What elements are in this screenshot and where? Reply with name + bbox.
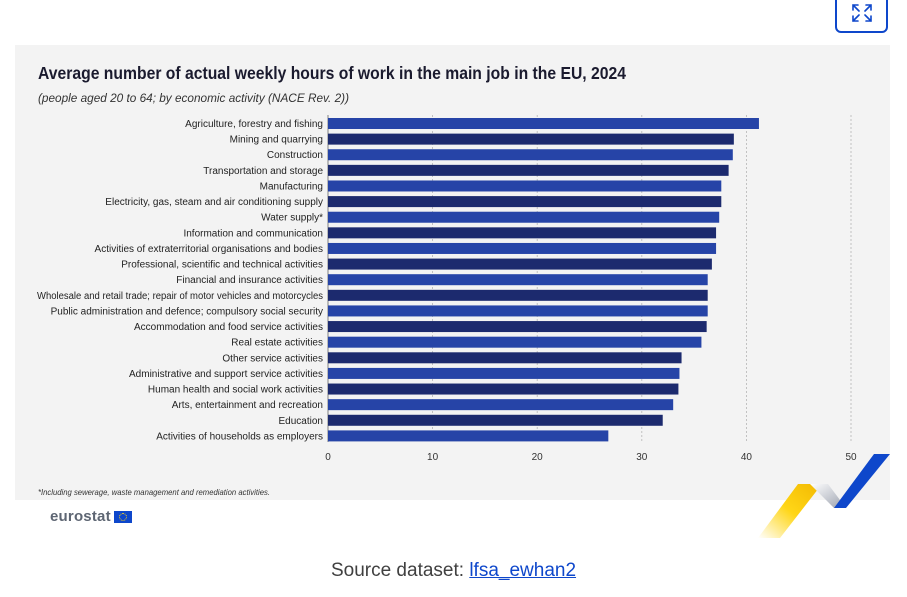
bar[interactable] [328,227,717,239]
bar[interactable] [328,242,717,254]
bar[interactable] [328,196,722,208]
expand-button[interactable] [835,0,888,33]
bar[interactable] [328,274,708,286]
category-label: Real estate activities [231,338,323,349]
category-label: Other service activities [222,353,323,364]
bar[interactable] [328,336,702,348]
source-label: Source dataset: [330,560,465,581]
bar[interactable] [328,133,734,145]
bar[interactable] [328,211,720,223]
bars [328,118,759,442]
category-labels: Agriculture, forestry and fishing Mining … [37,119,323,442]
swoosh-decoration [758,454,890,538]
chart-card: Average number of actual weekly hours of… [15,45,890,500]
bar[interactable] [328,383,679,395]
x-tick-label: 20 [532,452,544,463]
x-tick-label: 30 [636,452,648,463]
eu-flag-icon [113,510,132,523]
category-label: Arts, entertainment and recreation [172,400,323,411]
source-dataset-link[interactable]: lfsa_ewhan2 [469,560,577,581]
eurostat-wordmark: eurostat [50,508,111,525]
category-label: Human health and social work activities [148,385,323,396]
bar[interactable] [328,414,663,426]
category-label: Water supply* [261,213,323,224]
category-label: Transportation and storage [203,166,323,177]
category-label: Wholesale and retail trade; repair of mo… [37,291,323,302]
bar[interactable] [328,399,674,411]
category-label: Administrative and support service activ… [129,369,323,380]
bar[interactable] [328,305,708,317]
bar[interactable] [328,180,722,192]
category-label: Agriculture, forestry and fishing [185,119,323,130]
chart-title: Average number of actual weekly hours of… [38,63,626,83]
x-tick-label: 10 [427,452,439,463]
category-label: Construction [267,150,323,161]
bar[interactable] [328,289,708,301]
category-label: Financial and insurance activities [176,275,323,286]
chart-svg: Average number of actual weekly hours of… [37,63,857,497]
category-label: Electricity, gas, steam and air conditio… [105,197,323,208]
bar[interactable] [328,149,733,161]
category-label: Activities of households as employers [156,431,323,442]
category-label: Information and communication [183,228,323,239]
category-label: Public administration and defence; compu… [51,306,323,317]
category-label: Accommodation and food service activitie… [134,322,323,333]
category-label: Education [279,416,323,427]
bar[interactable] [328,352,682,364]
source-line: Source dataset: lfsa_ewhan2 [0,560,907,582]
category-label: Professional, scientific and technical a… [121,260,323,271]
category-label: Mining and quarrying [230,135,323,146]
bar[interactable] [328,321,707,333]
x-tick-label: 0 [325,452,331,463]
bar[interactable] [328,118,759,129]
bar[interactable] [328,430,609,442]
category-label: Manufacturing [260,181,323,192]
category-label: Activities of extraterritorial organisat… [95,244,323,255]
chart-subtitle: (people aged 20 to 64; by economic activ… [38,93,349,105]
expand-icon [852,4,872,22]
x-tick-label: 40 [741,452,753,463]
footnote: *Including sewerage, waste management an… [38,487,270,497]
bar[interactable] [328,258,712,270]
x-tick-label: 50 [845,452,857,463]
eurostat-logo: eurostat [50,508,132,525]
bar[interactable] [328,367,680,379]
bar[interactable] [328,164,729,176]
x-tick-labels: 0 10 20 30 40 50 [325,452,857,463]
